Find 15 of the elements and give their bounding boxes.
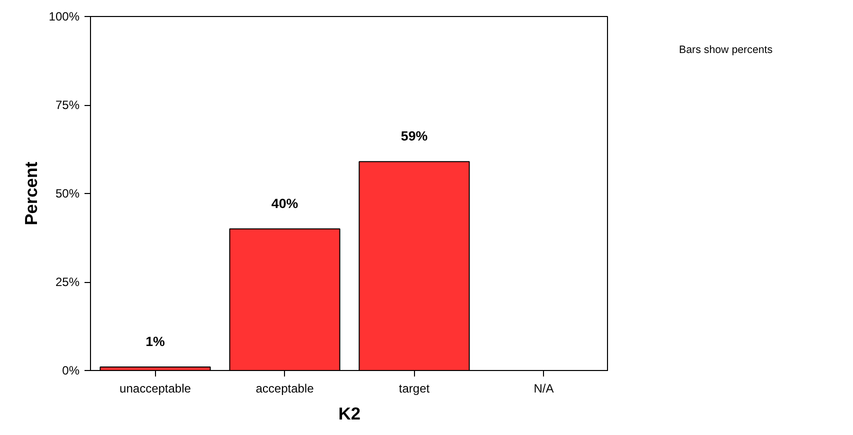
y-tick-label: 0% bbox=[62, 364, 80, 378]
x-tick-label: N/A bbox=[534, 382, 554, 396]
data-label: 59% bbox=[400, 128, 428, 144]
data-label: 1% bbox=[146, 334, 166, 349]
x-tick-label: unacceptable bbox=[120, 382, 192, 396]
x-tick-label: acceptable bbox=[256, 382, 314, 396]
y-tick-label: 75% bbox=[55, 98, 80, 112]
y-tick-label: 100% bbox=[48, 10, 80, 24]
y-tick-label: 50% bbox=[55, 186, 80, 200]
x-tick-label: target bbox=[398, 382, 430, 396]
text: Bars show percents bbox=[679, 44, 773, 56]
x-axis-title: K2 bbox=[338, 404, 361, 424]
data-label: 40% bbox=[271, 196, 298, 211]
y-axis-title: Percent bbox=[20, 161, 41, 226]
y-tick-label: 25% bbox=[55, 275, 80, 289]
